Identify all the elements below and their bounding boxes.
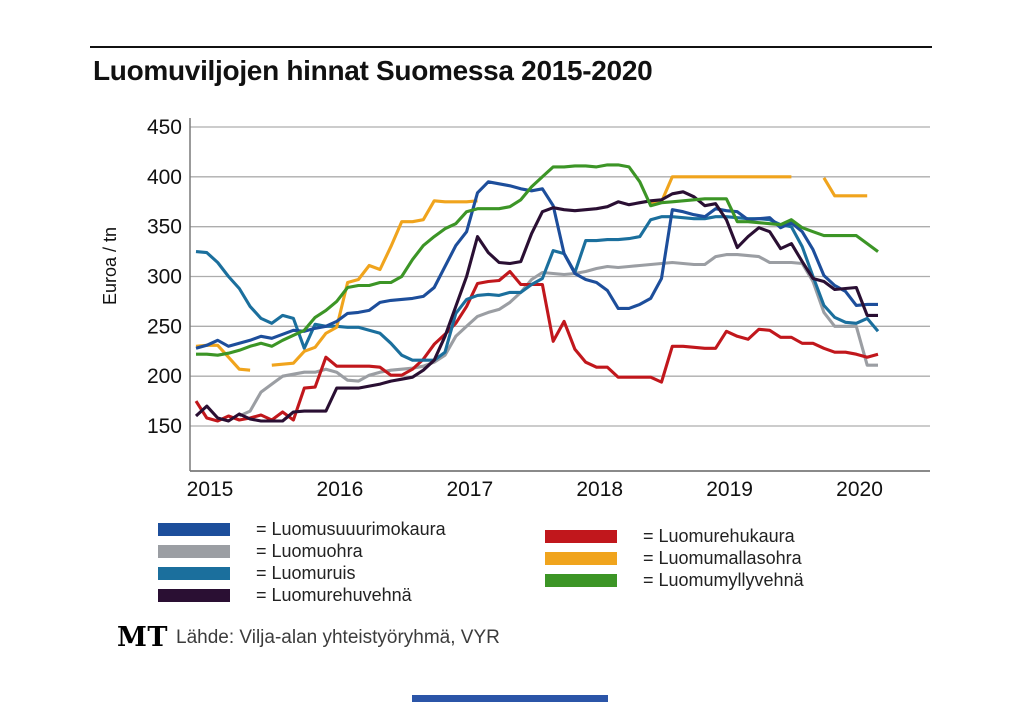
legend-item-luomumyllyvehna: = Luomumyllyvehnä	[545, 569, 804, 591]
y-axis-tick-label: 350	[147, 216, 182, 239]
page-title: Luomuviljojen hinnat Suomessa 2015-2020	[93, 55, 653, 86]
series-line-luomurehuvehna	[194, 190, 878, 423]
legend-label-luomusuuurimokaura: = Luomusuuurimokaura	[256, 518, 446, 539]
legend-swatch-luomuohra	[158, 544, 230, 558]
legend-swatch-luomurehukaura	[545, 529, 617, 543]
legend-label-luomuruis: = Luomuruis	[256, 562, 356, 583]
title-rule	[90, 46, 932, 48]
legend-item-luomuohra: = Luomuohra	[158, 540, 363, 562]
series-line-luomumallasohra	[195, 175, 868, 372]
y-axis-title: Euroa / tn	[100, 227, 120, 305]
y-axis-tick-label: 400	[147, 166, 182, 189]
legend-label-luomumyllyvehna: = Luomumyllyvehnä	[643, 569, 804, 590]
series-line-luomuohra	[238, 253, 878, 418]
legend-label-luomurehukaura: = Luomurehukaura	[643, 525, 795, 546]
legend-label-luomuohra: = Luomuohra	[256, 540, 363, 561]
y-axis-tick-label: 300	[147, 266, 182, 289]
source-text: Lähde: Vilja-alan yhteistyöryhmä, VYR	[176, 627, 500, 648]
series-line-luomurehukaura	[194, 269, 879, 423]
legend-label-luomumallasohra: = Luomumallasohra	[643, 547, 802, 568]
y-axis-tick-label: 150	[147, 415, 182, 438]
bottom-blue-bar	[412, 695, 608, 702]
y-axis-tick-label: 450	[147, 116, 182, 139]
legend-swatch-luomumyllyvehna	[545, 573, 617, 587]
legend-swatch-luomumallasohra	[545, 551, 617, 565]
x-axis-tick-label: 2017	[446, 478, 493, 501]
x-axis-tick-label: 2015	[187, 478, 234, 501]
legend-item-luomumallasohra: = Luomumallasohra	[545, 547, 802, 569]
legend-item-luomurehuvehna: = Luomurehuvehnä	[158, 584, 412, 606]
legend-swatch-luomuruis	[158, 566, 230, 580]
legend-item-luomuruis: = Luomuruis	[158, 562, 356, 584]
y-axis-tick-label: 250	[147, 315, 182, 338]
x-axis-tick-label: 2020	[836, 478, 883, 501]
mt-logo: MT	[117, 622, 168, 653]
x-axis-tick-label: 2018	[576, 478, 623, 501]
legend-item-luomusuuurimokaura: = Luomusuuurimokaura	[158, 518, 446, 540]
legend-swatch-luomusuuurimokaura	[158, 522, 230, 536]
legend-swatch-luomurehuvehna	[158, 588, 230, 602]
series-line-luomumyllyvehna	[196, 163, 879, 357]
legend-item-luomurehukaura: = Luomurehukaura	[545, 525, 795, 547]
x-axis-tick-label: 2016	[317, 478, 364, 501]
y-axis-tick-label: 200	[147, 365, 182, 388]
legend-label-luomurehuvehna: = Luomurehuvehnä	[256, 584, 412, 605]
x-axis-tick-label: 2019	[706, 478, 753, 501]
series-line-luomusuuurimokaura	[195, 180, 878, 350]
